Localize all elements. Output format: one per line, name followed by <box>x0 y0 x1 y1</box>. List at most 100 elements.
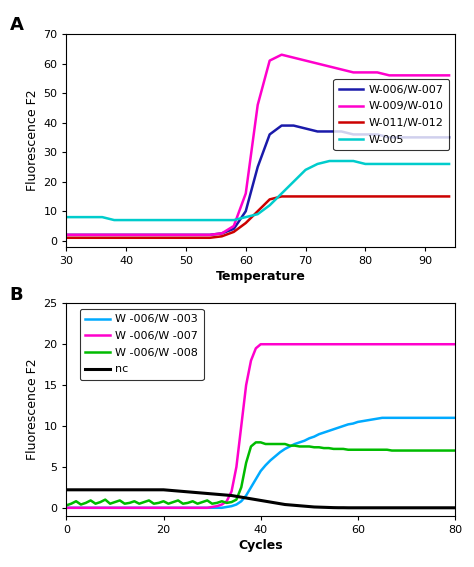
W-009/W-010 <box>303 57 309 64</box>
W-011/W-012 <box>363 193 368 200</box>
W -006/W -008 <box>64 502 69 509</box>
W-009/W-010 <box>255 101 261 108</box>
W-005 <box>231 217 237 223</box>
W-011/W-012 <box>207 234 213 241</box>
W-005 <box>398 160 404 167</box>
W -006/W -003 <box>379 414 385 421</box>
W-009/W-010 <box>422 72 428 79</box>
W-011/W-012 <box>291 193 296 200</box>
nc <box>64 486 69 493</box>
W-005 <box>100 214 105 221</box>
Line: W-005: W-005 <box>66 161 449 220</box>
W-009/W-010 <box>207 231 213 238</box>
nc <box>418 505 424 511</box>
W-009/W-010 <box>75 231 81 238</box>
W-006/W-007 <box>171 231 177 238</box>
W-005 <box>351 158 356 164</box>
W-005 <box>338 158 344 164</box>
W -006/W -007 <box>258 341 264 348</box>
W-011/W-012 <box>64 234 69 241</box>
W-009/W-010 <box>100 231 105 238</box>
W-011/W-012 <box>75 234 81 241</box>
X-axis label: Temperature: Temperature <box>216 270 306 283</box>
W-005 <box>303 167 309 174</box>
Legend: W -006/W -003, W -006/W -007, W -006/W -008, nc: W -006/W -003, W -006/W -007, W -006/W -… <box>80 309 204 380</box>
W-006/W-007 <box>410 134 416 141</box>
W -006/W -007 <box>403 341 409 348</box>
W-009/W-010 <box>279 51 284 58</box>
W-005 <box>111 217 117 223</box>
W-011/W-012 <box>374 193 380 200</box>
W-009/W-010 <box>147 231 153 238</box>
W -006/W -008 <box>355 446 361 453</box>
W-009/W-010 <box>135 231 141 238</box>
W-009/W-010 <box>231 223 237 230</box>
W-005 <box>291 178 296 185</box>
W-006/W-007 <box>267 131 273 138</box>
Line: W -006/W -007: W -006/W -007 <box>66 344 455 508</box>
W-005 <box>267 202 273 209</box>
W-006/W-007 <box>351 131 356 138</box>
W-005 <box>207 217 213 223</box>
Line: nc: nc <box>66 490 455 508</box>
W-011/W-012 <box>434 193 440 200</box>
W -006/W -008 <box>253 439 259 446</box>
W-005 <box>327 158 332 164</box>
W-011/W-012 <box>135 234 141 241</box>
W-011/W-012 <box>87 234 93 241</box>
W-011/W-012 <box>338 193 344 200</box>
W-006/W-007 <box>363 131 368 138</box>
W -006/W -003 <box>277 449 283 456</box>
W-006/W-007 <box>147 231 153 238</box>
Line: W -006/W -003: W -006/W -003 <box>66 418 455 508</box>
W-006/W-007 <box>315 128 320 135</box>
Text: B: B <box>9 286 23 304</box>
W-005 <box>147 217 153 223</box>
W-006/W-007 <box>386 134 392 141</box>
W -006/W -007 <box>452 341 458 348</box>
W-006/W-007 <box>422 134 428 141</box>
W-011/W-012 <box>422 193 428 200</box>
W-011/W-012 <box>398 193 404 200</box>
W-011/W-012 <box>219 233 225 240</box>
W-011/W-012 <box>386 193 392 200</box>
W-009/W-010 <box>243 190 248 197</box>
nc <box>345 505 351 511</box>
W-006/W-007 <box>327 128 332 135</box>
W-006/W-007 <box>219 230 225 237</box>
W-011/W-012 <box>147 234 153 241</box>
W-009/W-010 <box>159 231 165 238</box>
W -006/W -008 <box>418 447 424 454</box>
W-006/W-007 <box>434 134 440 141</box>
Line: W-011/W-012: W-011/W-012 <box>66 196 449 238</box>
W-005 <box>410 160 416 167</box>
W-005 <box>75 214 81 221</box>
W-009/W-010 <box>267 57 273 64</box>
Line: W-009/W-010: W-009/W-010 <box>66 54 449 235</box>
W-009/W-010 <box>219 230 225 237</box>
Line: W -006/W -008: W -006/W -008 <box>66 442 455 505</box>
nc <box>452 505 458 511</box>
W-009/W-010 <box>291 54 296 61</box>
W-006/W-007 <box>100 231 105 238</box>
W-006/W-007 <box>75 231 81 238</box>
W-005 <box>386 160 392 167</box>
W-009/W-010 <box>111 231 117 238</box>
W-006/W-007 <box>303 125 309 132</box>
nc <box>277 500 283 507</box>
Legend: W-006/W-007, W-009/W-010, W-011/W-012, W-005: W-006/W-007, W-009/W-010, W-011/W-012, W… <box>334 79 449 150</box>
W-009/W-010 <box>87 231 93 238</box>
W-009/W-010 <box>338 66 344 73</box>
W-006/W-007 <box>111 231 117 238</box>
W-009/W-010 <box>171 231 177 238</box>
W-006/W-007 <box>446 134 452 141</box>
W-005 <box>219 217 225 223</box>
W -006/W -003 <box>418 414 424 421</box>
W-005 <box>123 217 129 223</box>
W-006/W-007 <box>338 128 344 135</box>
nc <box>403 505 409 511</box>
W -006/W -008 <box>403 447 409 454</box>
W -006/W -008 <box>311 444 317 451</box>
W-006/W-007 <box>207 231 213 238</box>
W-005 <box>255 211 261 218</box>
